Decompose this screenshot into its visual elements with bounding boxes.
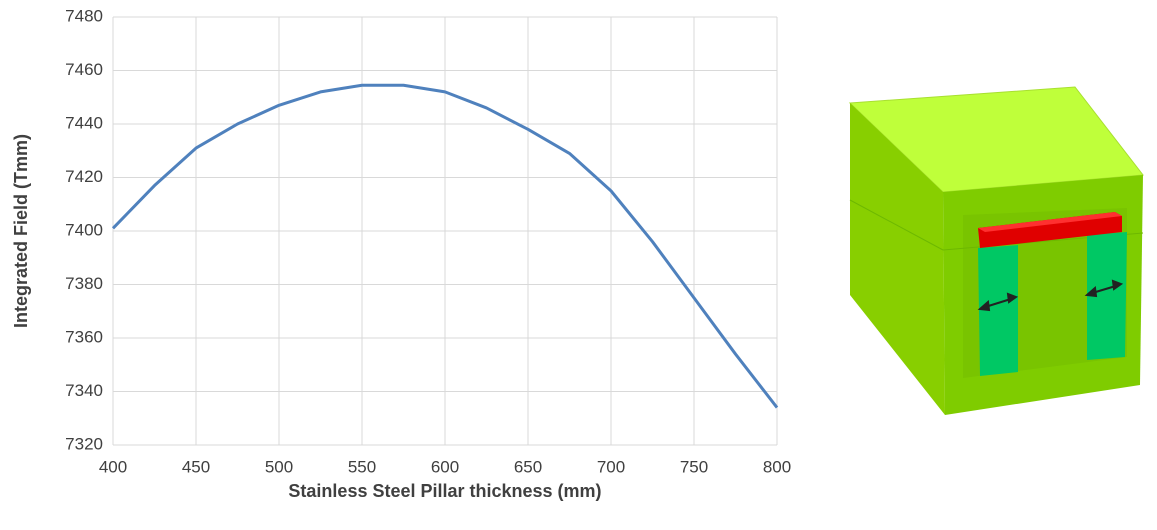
y-tick-label: 7420 bbox=[65, 167, 103, 186]
x-tick-label: 650 bbox=[514, 457, 542, 476]
x-axis-label: Stainless Steel Pillar thickness (mm) bbox=[288, 481, 601, 501]
magnet-illustration bbox=[850, 87, 1143, 415]
y-tick-label: 7380 bbox=[65, 274, 103, 293]
x-tick-label: 400 bbox=[99, 457, 127, 476]
x-tick-label: 700 bbox=[597, 457, 625, 476]
x-tick-label: 750 bbox=[680, 457, 708, 476]
x-tick-label: 500 bbox=[265, 457, 293, 476]
y-tick-label: 7340 bbox=[65, 381, 103, 400]
x-tick-label: 550 bbox=[348, 457, 376, 476]
page: Stainless Steel Pillar thickness (mm) In… bbox=[0, 0, 1157, 530]
figure: Stainless Steel Pillar thickness (mm) In… bbox=[0, 0, 1157, 530]
y-tick-label: 7460 bbox=[65, 60, 103, 79]
y-tick-label: 7360 bbox=[65, 327, 103, 346]
x-tick-label: 450 bbox=[182, 457, 210, 476]
y-tick-label: 7440 bbox=[65, 113, 103, 132]
y-axis-label: Integrated Field (Tmm) bbox=[11, 134, 31, 328]
pillar bbox=[978, 245, 1018, 376]
y-tick-label: 7320 bbox=[65, 434, 103, 453]
y-tick-label: 7400 bbox=[65, 220, 103, 239]
x-tick-label: 600 bbox=[431, 457, 459, 476]
x-tick-label: 800 bbox=[763, 457, 791, 476]
y-tick-label: 7480 bbox=[65, 6, 103, 25]
